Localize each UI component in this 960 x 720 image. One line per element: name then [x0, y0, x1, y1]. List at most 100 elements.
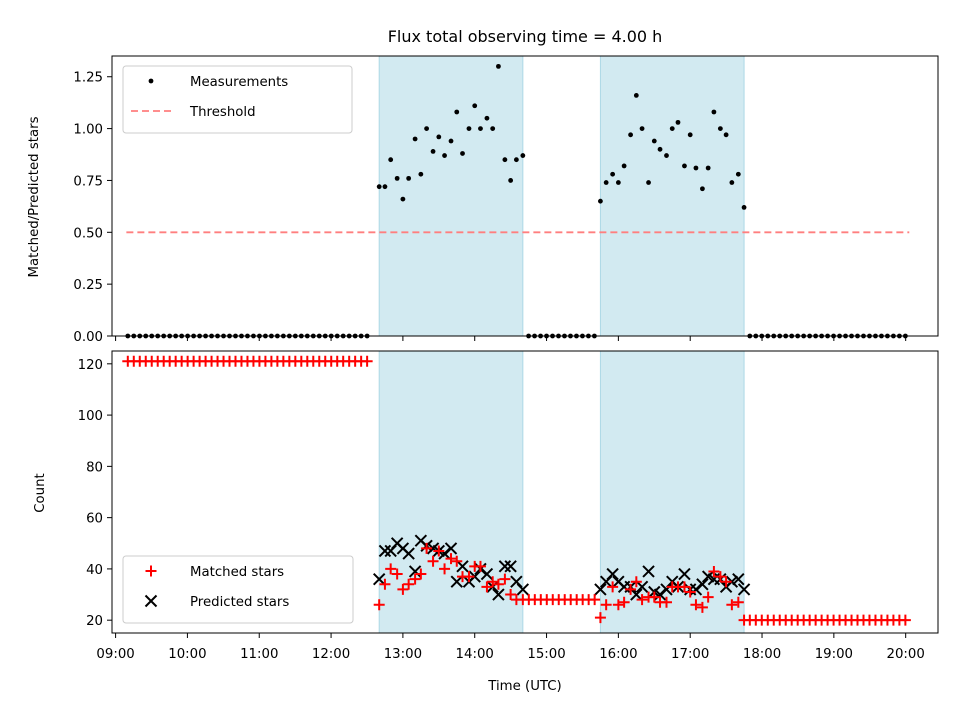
- measurement-point: [418, 171, 424, 177]
- shaded-interval: [599, 55, 745, 337]
- predicted-point: [468, 570, 481, 583]
- y-tick-label: 0.25: [73, 278, 103, 293]
- matched-point: [678, 581, 690, 593]
- matched-point: [625, 583, 637, 595]
- x-tick-label: 15:00: [527, 647, 565, 662]
- y-tick-label: 0.75: [73, 174, 103, 189]
- x-tick-label: 10:00: [168, 647, 206, 662]
- predicted-point: [444, 542, 458, 555]
- matched-point: [487, 576, 499, 588]
- matched-point: [648, 591, 660, 603]
- matched-point: [732, 596, 744, 608]
- matched-point: [379, 578, 391, 590]
- matched-point: [690, 599, 702, 611]
- x-tick-label: 20:00: [887, 647, 925, 662]
- measurement-point: [639, 126, 645, 131]
- predicted-point: [402, 547, 415, 560]
- y-tick-label: 1.00: [73, 123, 103, 138]
- predicted-point: [480, 567, 494, 581]
- predicted-point: [696, 578, 709, 591]
- matched-point: [684, 586, 696, 598]
- matched-point: [714, 571, 726, 583]
- measurement-point: [651, 138, 657, 144]
- matched-point: [397, 583, 409, 595]
- y-tick-label: 100: [78, 409, 103, 424]
- predicted-point: [594, 583, 607, 596]
- y-tick-label: 0.00: [73, 330, 103, 345]
- measurement-point: [442, 153, 447, 158]
- matched-point: [726, 599, 738, 611]
- matched-point: [433, 545, 445, 557]
- legend-label: Matched stars: [190, 565, 284, 580]
- matched-point: [702, 591, 714, 603]
- measurement-point: [454, 109, 460, 115]
- measurement-point: [646, 180, 651, 185]
- measurement-point: [430, 149, 436, 154]
- measurement-point: [675, 119, 681, 125]
- measurement-point: [478, 126, 483, 131]
- predicted-point: [725, 575, 739, 588]
- measurement-point: [508, 178, 514, 183]
- measurement-point: [520, 153, 526, 158]
- matched-point: [463, 571, 475, 583]
- y-tick-label: 80: [86, 460, 103, 475]
- measurement-point: [735, 171, 741, 177]
- count-panel: 20 40 60 80 100 120 09:00 10:00 11:00 12:00 13:00 1…: [78, 350, 939, 662]
- measurement-point: [412, 136, 418, 142]
- measurement-point: [400, 196, 406, 202]
- ratio-panel-ylabel: Matched/Predicted stars: [27, 116, 42, 277]
- measurement-point: [693, 165, 699, 171]
- measurement-point: [513, 157, 519, 163]
- y-tick-label: 60: [86, 512, 103, 527]
- matched-point: [474, 560, 486, 572]
- x-tick-label: 12:00: [312, 647, 350, 662]
- measurement-point: [603, 180, 609, 185]
- matched-point: [373, 599, 385, 611]
- measurement-point: [448, 138, 454, 144]
- x-tick-label: 19:00: [815, 647, 853, 662]
- measurement-point: [711, 109, 717, 115]
- count-panel-ylabel: Count: [33, 473, 48, 513]
- matched-point: [636, 594, 648, 606]
- measurement-point: [484, 115, 490, 121]
- y-tick-label: 20: [86, 614, 103, 629]
- predicted-point: [372, 572, 386, 586]
- y-tick-label: 40: [86, 563, 103, 578]
- measurement-point: [682, 163, 687, 169]
- matched-point: [660, 596, 672, 608]
- matched-point: [899, 614, 911, 626]
- measurement-point: [633, 93, 639, 98]
- matched-point: [499, 573, 511, 585]
- measurement-point: [700, 186, 705, 192]
- measurement-point: [406, 175, 412, 181]
- measurement-point: [628, 132, 633, 138]
- measurement-point: [502, 157, 508, 163]
- measurement-point: [460, 151, 465, 156]
- measurement-point: [669, 126, 675, 131]
- legend-marker-matched: [145, 565, 157, 577]
- matched-point: [421, 542, 433, 554]
- matched-point: [403, 578, 415, 590]
- x-tick-label: 18:00: [743, 647, 781, 662]
- measurement-point: [621, 163, 627, 169]
- x-axis-label: Time (UTC): [487, 679, 562, 694]
- measurement-point: [729, 180, 735, 185]
- legend-label: Threshold: [189, 105, 256, 120]
- predicted-point: [450, 575, 463, 588]
- predicted-point: [492, 588, 505, 601]
- matched-point: [492, 578, 504, 590]
- legend-marker-measurements: [148, 78, 154, 84]
- measurement-point: [490, 126, 496, 131]
- ratio-panel: 0.00 0.25 0.50 0.75 1.00 1.25 Measurements Thre…: [73, 55, 939, 345]
- legend-box: [122, 65, 353, 134]
- matched-point: [391, 568, 403, 580]
- matched-point: [427, 555, 439, 567]
- matched-point: [696, 601, 708, 613]
- predicted-point: [606, 567, 619, 581]
- predicted-point: [630, 588, 643, 601]
- matched-point: [409, 573, 421, 585]
- x-tick-label: 14:00: [456, 647, 494, 662]
- y-tick-label: 0.50: [73, 226, 103, 241]
- matched-point: [505, 589, 517, 601]
